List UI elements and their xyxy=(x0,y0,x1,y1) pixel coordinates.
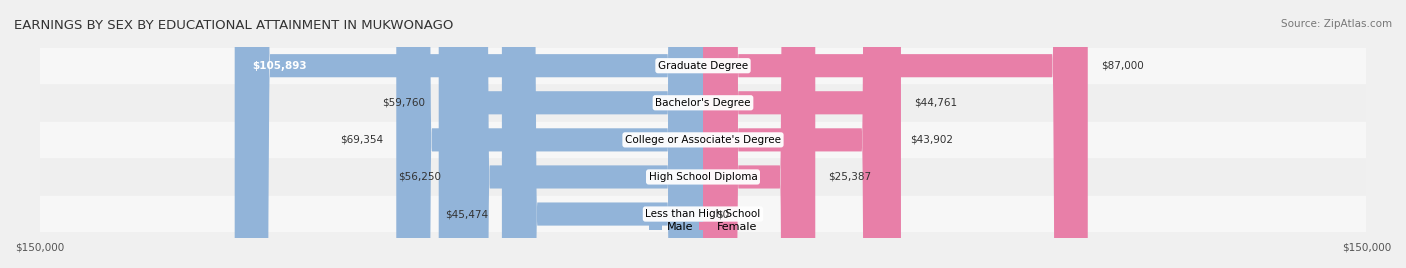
Bar xyxy=(39,85,1367,121)
FancyBboxPatch shape xyxy=(703,0,901,268)
Bar xyxy=(39,196,1367,232)
Text: $44,761: $44,761 xyxy=(914,98,957,108)
FancyBboxPatch shape xyxy=(703,0,1088,268)
Text: $0: $0 xyxy=(716,209,730,219)
FancyBboxPatch shape xyxy=(454,0,703,268)
Bar xyxy=(39,122,1367,158)
Text: $59,760: $59,760 xyxy=(382,98,426,108)
Text: $43,902: $43,902 xyxy=(911,135,953,145)
Text: $69,354: $69,354 xyxy=(340,135,382,145)
Text: Graduate Degree: Graduate Degree xyxy=(658,61,748,71)
FancyBboxPatch shape xyxy=(396,0,703,268)
Text: Bachelor's Degree: Bachelor's Degree xyxy=(655,98,751,108)
Bar xyxy=(39,159,1367,195)
Bar xyxy=(39,47,1367,84)
FancyBboxPatch shape xyxy=(703,0,897,268)
FancyBboxPatch shape xyxy=(502,0,703,268)
Legend: Male, Female: Male, Female xyxy=(644,217,762,236)
Text: College or Associate's Degree: College or Associate's Degree xyxy=(626,135,780,145)
Text: Less than High School: Less than High School xyxy=(645,209,761,219)
Text: $45,474: $45,474 xyxy=(446,209,489,219)
Text: $87,000: $87,000 xyxy=(1101,61,1143,71)
FancyBboxPatch shape xyxy=(439,0,703,268)
FancyBboxPatch shape xyxy=(235,0,703,268)
Text: $56,250: $56,250 xyxy=(398,172,441,182)
FancyBboxPatch shape xyxy=(703,0,815,268)
Text: $105,893: $105,893 xyxy=(253,61,307,71)
Text: Source: ZipAtlas.com: Source: ZipAtlas.com xyxy=(1281,19,1392,29)
Text: High School Diploma: High School Diploma xyxy=(648,172,758,182)
Text: $25,387: $25,387 xyxy=(828,172,872,182)
Text: EARNINGS BY SEX BY EDUCATIONAL ATTAINMENT IN MUKWONAGO: EARNINGS BY SEX BY EDUCATIONAL ATTAINMEN… xyxy=(14,19,453,32)
